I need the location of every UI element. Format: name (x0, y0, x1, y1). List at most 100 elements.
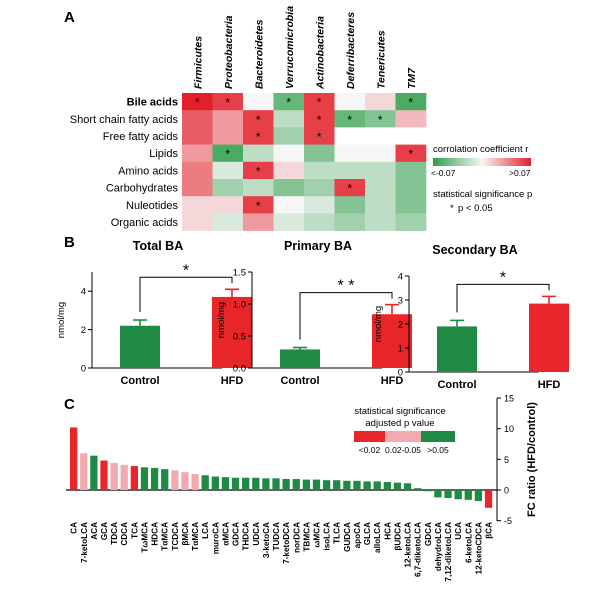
fold-change-bar (393, 482, 402, 490)
y-tick-label: 2 (81, 325, 86, 336)
heatmap-cell (212, 93, 244, 111)
legend-swatch (421, 431, 455, 442)
heatmap-cell (212, 144, 244, 163)
fold-change-bar (474, 490, 483, 502)
chart-title: Total BA (133, 239, 183, 253)
x-tick-label: TωMCA (140, 522, 149, 553)
x-tick-label: HDCA (151, 522, 160, 546)
bar-charts-panel: Total BA 0 2 4 nmol/mg Control HFD * Primary BA 0… (56, 239, 569, 391)
x-tick-label: isoLCA (323, 522, 332, 551)
heatmap-cell (273, 179, 305, 197)
heatmap-cell (334, 161, 366, 180)
heatmap-cell (243, 161, 274, 180)
heatmap-cell (334, 144, 366, 163)
y-tick-label: 1.0 (233, 300, 246, 311)
heatmap-cell (212, 161, 244, 180)
fold-change-bar (252, 477, 260, 490)
y-tick-label: 0.5 (233, 332, 246, 343)
fold-change-bar (272, 478, 280, 490)
x-tick-label: ACA (90, 522, 99, 540)
fold-change-bar (70, 427, 78, 490)
x-tick-label: LCA (201, 522, 210, 539)
fold-change-panel: CA 7-ketoLCA ACA GCA TDCA CDCA TCA TωMCA HDCA TαM… (66, 394, 538, 582)
heatmap-cell (182, 196, 213, 214)
fold-change-bar (161, 469, 169, 490)
x-tick-label: 7,12-diketoLCA (444, 522, 453, 582)
significance-marker: * (195, 96, 200, 110)
x-tick-label: alloLCA (373, 522, 382, 553)
significance-marker: * (256, 113, 261, 127)
y-axis-label: nmol/mg (216, 302, 227, 338)
y-tick-label: 1.5 (233, 268, 246, 279)
heatmap-column-label: Verrucomicrobia (284, 6, 296, 89)
heatmap-cell (182, 127, 213, 145)
heatmap-cell (395, 161, 427, 180)
significance-marker: * (317, 113, 322, 127)
x-tick-label: ωMCA (313, 522, 322, 548)
heatmap-cell (365, 110, 396, 128)
heatmap-panel: * * * * * * * * * * * * * * * * Bile acids Short chain fa… (70, 6, 427, 231)
heatmap-row-label: Organic acids (111, 217, 179, 229)
x-tick-label: TDCA (110, 522, 119, 545)
x-tick-label: muroCA (211, 522, 220, 554)
fold-change-bar (231, 477, 240, 490)
panel-label-c: C (64, 396, 75, 413)
heatmap-cell (304, 161, 335, 180)
heatmap-cell (273, 213, 305, 231)
x-tick-label: TCDCA (171, 522, 180, 551)
fold-change-bar (221, 477, 230, 490)
heatmap-cell (182, 213, 213, 231)
x-tick-label: 3-ketoCA (262, 522, 271, 558)
y-tick-label: 2 (398, 320, 403, 331)
significance-marker: * (225, 147, 230, 161)
heatmap-cell (243, 179, 274, 197)
fold-change-bar (282, 478, 290, 490)
heatmap-row-label: Amino acids (118, 165, 178, 177)
bar (280, 349, 320, 368)
x-tick-label: Control (120, 375, 159, 387)
heatmap-cell (182, 93, 213, 111)
heatmap-cell (304, 110, 335, 128)
x-tick-label: TαMCA (161, 522, 170, 551)
heatmap-row-label: Carbohydrates (106, 183, 179, 195)
heatmap-cell (365, 127, 396, 145)
colorbar-max-label: >0.07 (509, 168, 531, 178)
heatmap-cell (243, 127, 274, 145)
y-tick-label: 15 (504, 394, 514, 404)
y-tick-label: 1 (398, 344, 403, 355)
heatmap-cell (395, 110, 427, 128)
heatmap-cell (395, 196, 427, 214)
heatmap-cell (212, 213, 244, 231)
fold-change-bar (434, 490, 442, 498)
heatmap-cell (304, 93, 335, 111)
y-axis-label: nmol/mg (56, 302, 67, 338)
x-tick-label: TαMCA (191, 522, 200, 551)
panel-label-b: B (64, 234, 75, 251)
x-tick-label: 12-ketoCDCA (474, 522, 483, 574)
heatmap-cell (334, 93, 366, 111)
x-tick-label: GCA (100, 522, 109, 540)
x-tick-label: TLCA (333, 522, 342, 544)
x-tick-label: CA (70, 522, 79, 534)
x-tick-label: βMCA (181, 522, 190, 546)
y-tick-label: -5 (504, 516, 512, 526)
heatmap-cell (273, 196, 305, 214)
fold-change-bar (262, 478, 270, 490)
colorbar-min-label: <-0.07 (431, 168, 456, 178)
significance-marker: * (225, 96, 230, 110)
heatmap-cell (334, 110, 366, 128)
x-tick-label: Control (280, 375, 319, 387)
significance-marker: * (500, 269, 506, 286)
fold-change-bar (100, 460, 108, 490)
heatmap-cell (182, 161, 213, 180)
fold-change-bar (424, 490, 432, 492)
fold-change-bar (242, 477, 250, 490)
significance-bracket (299, 292, 393, 340)
x-tick-label: TCA (130, 522, 139, 539)
heatmap-row-label: Free fatty acids (103, 131, 179, 143)
fold-change-bar (373, 481, 381, 490)
heatmap-column-label: Proteobacteria (223, 15, 235, 89)
heatmap-cell (243, 213, 274, 231)
x-tick-label: apoCA (353, 522, 362, 548)
